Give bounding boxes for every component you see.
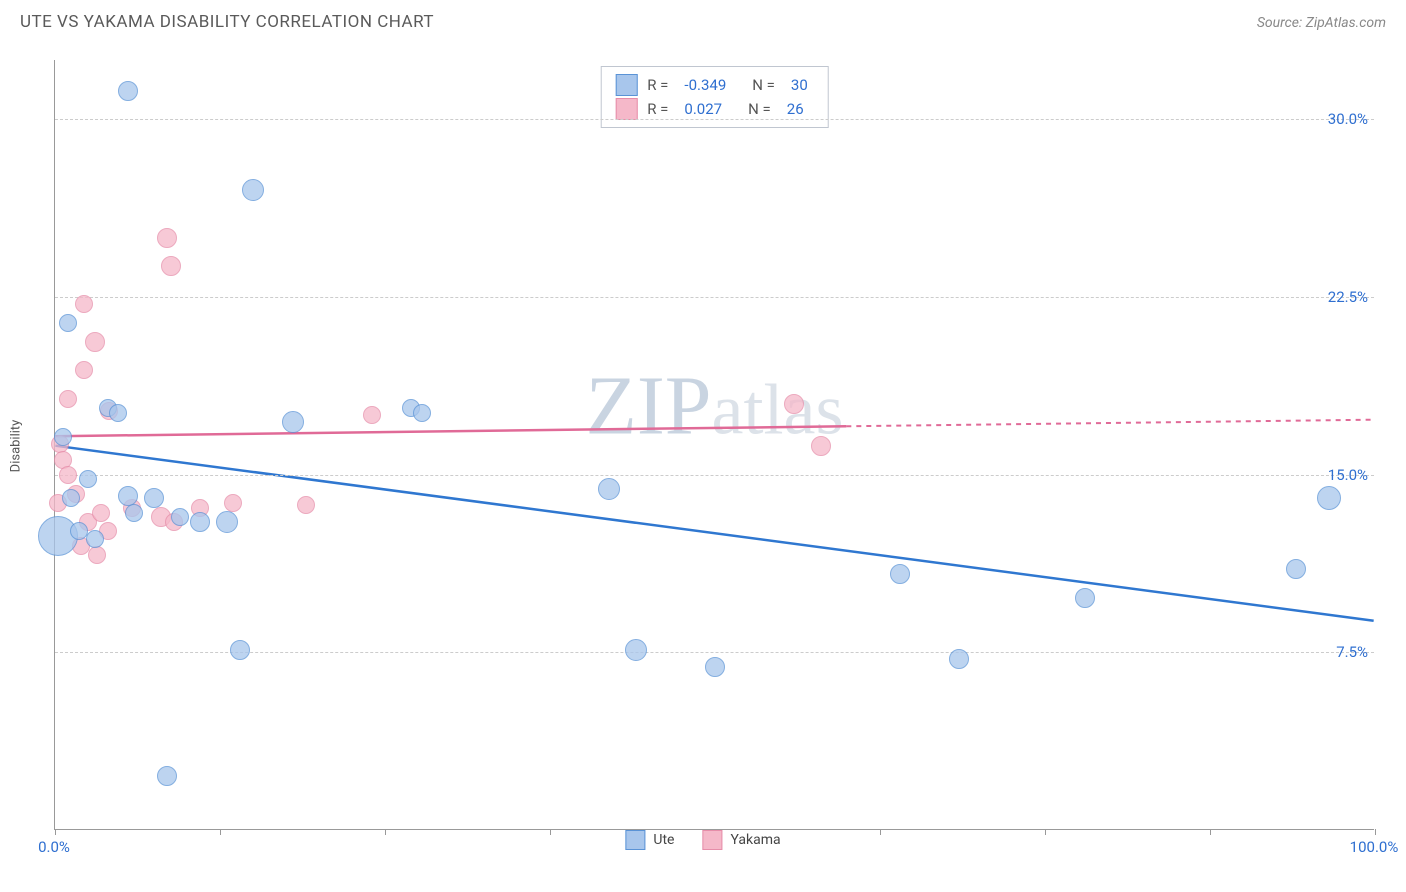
data-point [85, 332, 105, 352]
data-point [1317, 486, 1341, 510]
legend-swatch [615, 74, 637, 96]
data-point [784, 394, 804, 414]
x-tick [1045, 829, 1046, 835]
data-point [705, 657, 725, 677]
data-point [297, 496, 315, 514]
data-point [157, 228, 177, 248]
legend-label: Yakama [730, 832, 780, 848]
data-point [171, 508, 189, 526]
watermark-prefix: ZIP [586, 360, 712, 453]
gridline [55, 652, 1374, 653]
legend-swatch [702, 830, 722, 850]
data-point [282, 411, 304, 433]
x-tick [880, 829, 881, 835]
x-tick-label: 0.0% [38, 838, 70, 856]
data-point [54, 428, 72, 446]
legend-swatch [615, 98, 637, 120]
data-point [1286, 559, 1306, 579]
data-point [598, 478, 620, 500]
gridline [55, 297, 1374, 298]
r-label: R = [647, 97, 668, 121]
legend-swatch [625, 830, 645, 850]
data-point [59, 314, 77, 332]
data-point [811, 436, 831, 456]
r-value: 0.027 [684, 97, 722, 121]
r-label: R = [647, 73, 668, 97]
data-point [118, 81, 138, 101]
data-point [88, 546, 106, 564]
data-point [949, 649, 969, 669]
data-point [109, 404, 127, 422]
plot-area: ZIPatlas R = -0.349 N = 30 R = 0.027 N = 26 7.5… [54, 60, 1374, 830]
data-point [157, 766, 177, 786]
data-point [224, 494, 242, 512]
y-tick-label: 7.5% [1336, 643, 1368, 661]
gridline [55, 475, 1374, 476]
data-point [190, 512, 210, 532]
y-tick-label: 30.0% [1328, 110, 1368, 128]
x-tick [1210, 829, 1211, 835]
legend-label: Ute [653, 832, 674, 848]
y-tick-label: 15.0% [1328, 466, 1368, 484]
x-tick [385, 829, 386, 835]
trend-lines-svg [55, 60, 1374, 829]
watermark: ZIPatlas [586, 358, 844, 455]
data-point [86, 530, 104, 548]
data-point [75, 295, 93, 313]
stats-legend-row: R = -0.349 N = 30 [615, 73, 814, 97]
stats-legend-row: R = 0.027 N = 26 [615, 97, 814, 121]
data-point [144, 488, 164, 508]
legend-item: Yakama [702, 830, 780, 850]
data-point [363, 406, 381, 424]
r-value: -0.349 [684, 73, 726, 97]
data-point [890, 564, 910, 584]
n-value: 26 [787, 97, 804, 121]
trend-line-extrapolated [846, 420, 1373, 427]
legend-item: Ute [625, 830, 674, 850]
data-point [625, 639, 647, 661]
x-tick [220, 829, 221, 835]
data-point [413, 404, 431, 422]
data-point [59, 390, 77, 408]
data-point [125, 504, 143, 522]
data-point [92, 504, 110, 522]
y-tick-label: 22.5% [1328, 288, 1368, 306]
gridline [55, 119, 1374, 120]
n-label: N = [752, 73, 775, 97]
data-point [242, 179, 264, 201]
chart-container: Disability ZIPatlas R =-0.349N =30R =0.0… [20, 50, 1386, 842]
y-axis-label: Disability [9, 420, 24, 473]
source-label: Source: ZipAtlas.com [1257, 15, 1386, 31]
trend-line [55, 426, 846, 436]
data-point [1075, 588, 1095, 608]
data-point [161, 256, 181, 276]
data-point [230, 640, 250, 660]
series-legend: UteYakama [625, 836, 780, 844]
data-point [59, 466, 77, 484]
chart-title: UTE VS YAKAMA DISABILITY CORRELATION CHA… [20, 12, 434, 32]
x-tick [55, 829, 56, 835]
data-point [216, 511, 238, 533]
data-point [62, 489, 80, 507]
data-point [75, 361, 93, 379]
x-tick-label: 100.0% [1350, 838, 1399, 856]
x-tick [1375, 829, 1376, 835]
trend-line [55, 446, 1373, 621]
x-tick [550, 829, 551, 835]
n-value: 30 [791, 73, 808, 97]
n-label: N = [748, 97, 771, 121]
data-point [79, 470, 97, 488]
